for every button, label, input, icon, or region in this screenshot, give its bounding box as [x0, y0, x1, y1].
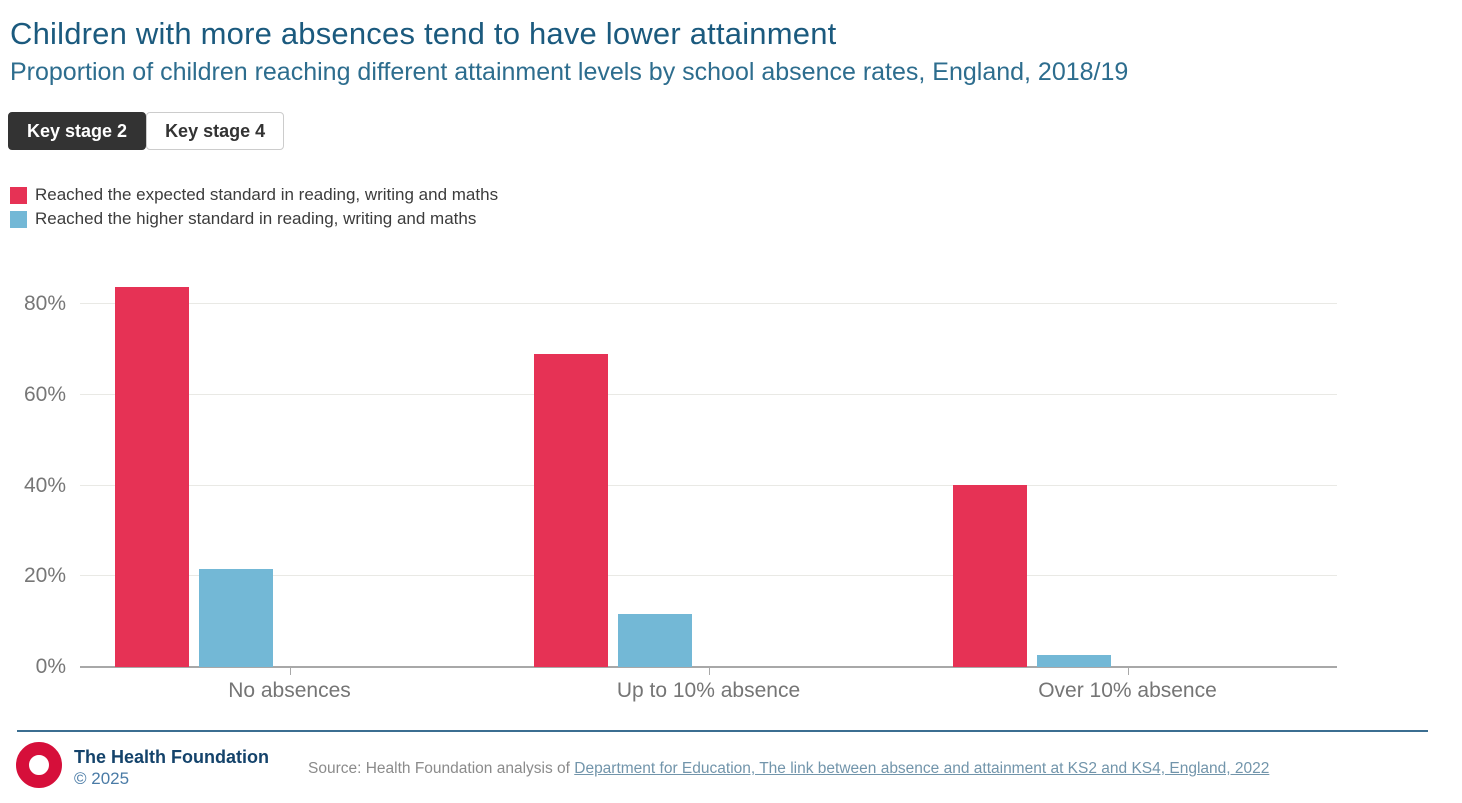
y-axis-tick-label: 80%	[23, 292, 66, 316]
footer-divider	[17, 730, 1428, 732]
x-axis-category-label: No absences	[228, 679, 351, 702]
gridline	[80, 575, 1337, 577]
legend-item-higher-standard: Reached the higher standard in reading, …	[10, 207, 498, 231]
bar-higher-standard	[199, 568, 273, 667]
category-group	[918, 268, 1337, 667]
copyright: © 2025	[74, 769, 130, 788]
bar-expected-standard	[953, 484, 1027, 667]
y-axis-tick-label: 0%	[35, 655, 66, 678]
source-link[interactable]: Department for Education, The link betwe…	[574, 760, 1270, 777]
bar-chart-plot-area: 0% 20% 40% 60% 80% No absences Up to 10% absen…	[24, 268, 1337, 702]
org-name: The Health Foundation	[74, 747, 269, 767]
gridline	[80, 484, 1337, 486]
y-axis-tick-label: 20%	[23, 564, 66, 588]
tab-key-stage-2[interactable]: Key stage 2	[8, 112, 147, 150]
category-group	[499, 268, 918, 667]
chart-legend: Reached the expected standard in reading…	[10, 183, 498, 231]
page-subtitle: Proportion of children reaching differen…	[10, 58, 1129, 86]
source-prefix: Source: Health Foundation analysis of	[308, 760, 575, 777]
source-line: Source: Health Foundation analysis of De…	[308, 760, 1269, 778]
health-foundation-logo-icon	[16, 742, 62, 788]
legend-label: Reached the higher standard in reading, …	[35, 209, 477, 228]
bar-expected-standard	[534, 354, 608, 667]
x-axis-category-label: Up to 10% absence	[616, 679, 801, 702]
key-stage-tab-group: Key stage 2 Key stage 4	[8, 112, 285, 150]
y-axis-tick-label: 60%	[23, 382, 66, 406]
x-axis-tick	[289, 667, 291, 675]
x-axis-tick	[1127, 667, 1129, 675]
legend-item-expected-standard: Reached the expected standard in reading…	[10, 183, 498, 207]
x-axis-tick	[708, 667, 710, 675]
y-axis-tick-label: 40%	[23, 473, 66, 497]
legend-swatch-red	[10, 186, 27, 204]
page-title: Children with more absences tend to have…	[10, 16, 837, 51]
legend-label: Reached the expected standard in reading…	[35, 185, 499, 204]
bar-higher-standard	[1037, 655, 1111, 667]
category-group	[80, 268, 499, 667]
x-axis-category-label: Over 10% absence	[1038, 679, 1217, 702]
bar-higher-standard	[618, 614, 692, 667]
legend-swatch-blue	[10, 210, 27, 228]
gridline	[80, 393, 1337, 395]
gridline	[80, 303, 1337, 305]
bar-expected-standard	[115, 286, 189, 667]
tab-key-stage-4[interactable]: Key stage 4	[146, 112, 285, 150]
